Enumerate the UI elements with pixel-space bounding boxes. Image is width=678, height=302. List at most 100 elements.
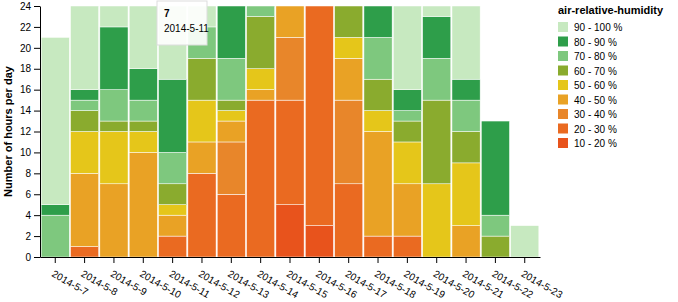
- bar-segment[interactable]: [247, 100, 275, 257]
- bar-segment[interactable]: [452, 100, 480, 131]
- bar-segment[interactable]: [71, 132, 99, 174]
- bar-segment[interactable]: [364, 6, 392, 7]
- bar-segment[interactable]: [364, 37, 392, 79]
- bar-segment[interactable]: [100, 6, 128, 27]
- bar-segment[interactable]: [276, 6, 304, 7]
- bar-segment[interactable]: [305, 6, 333, 226]
- bar-segment[interactable]: [71, 173, 99, 246]
- bar-segment[interactable]: [100, 27, 128, 90]
- legend-item[interactable]: 60 - 70 %: [558, 66, 617, 77]
- bar-segment[interactable]: [364, 236, 392, 257]
- bar-segment[interactable]: [335, 6, 363, 7]
- bar-segment[interactable]: [100, 121, 128, 131]
- bar-segment[interactable]: [159, 79, 187, 152]
- bar-segment[interactable]: [364, 79, 392, 110]
- bar-segment[interactable]: [305, 6, 333, 7]
- legend-item[interactable]: 10 - 20 %: [558, 138, 617, 149]
- bar-segment[interactable]: [41, 215, 69, 257]
- bar-segment[interactable]: [129, 132, 157, 153]
- bar-segment[interactable]: [335, 6, 363, 37]
- bar-segment[interactable]: [129, 121, 157, 131]
- bar-segment[interactable]: [217, 194, 245, 257]
- bar-segment[interactable]: [71, 6, 99, 90]
- bar-segment[interactable]: [159, 236, 187, 257]
- bar-segment[interactable]: [276, 6, 304, 7]
- bar-segment[interactable]: [276, 100, 304, 205]
- bar-segment[interactable]: [188, 100, 216, 142]
- bar-segment[interactable]: [217, 58, 245, 100]
- bar-segment[interactable]: [305, 6, 333, 7]
- bar-segment[interactable]: [305, 226, 333, 257]
- bar-segment[interactable]: [129, 152, 157, 257]
- bar-segment[interactable]: [423, 6, 451, 16]
- bar-segment[interactable]: [71, 90, 99, 100]
- bar-segment[interactable]: [71, 100, 99, 110]
- bar-segment[interactable]: [305, 6, 333, 7]
- bar-segment[interactable]: [393, 90, 421, 111]
- bar-segment[interactable]: [305, 6, 333, 7]
- bar-segment[interactable]: [452, 226, 480, 257]
- bar-segment[interactable]: [71, 111, 99, 132]
- bar-segment[interactable]: [276, 6, 304, 37]
- bar-segment[interactable]: [247, 69, 275, 90]
- bar-segment[interactable]: [276, 37, 304, 100]
- bar-segment[interactable]: [129, 100, 157, 121]
- bar-segment[interactable]: [335, 6, 363, 7]
- bar-segment[interactable]: [423, 58, 451, 100]
- bar-segment[interactable]: [71, 247, 99, 257]
- bar-segment[interactable]: [247, 6, 275, 7]
- bar-segment[interactable]: [159, 184, 187, 205]
- bar-segment[interactable]: [41, 37, 69, 204]
- bar-segment[interactable]: [217, 100, 245, 110]
- bar-segment[interactable]: [100, 132, 128, 184]
- bar-segment[interactable]: [423, 16, 451, 58]
- bar-segment[interactable]: [335, 100, 363, 184]
- bar-segment[interactable]: [305, 6, 333, 7]
- legend-item[interactable]: 30 - 40 %: [558, 109, 617, 120]
- bar-segment[interactable]: [393, 111, 421, 121]
- bar-segment[interactable]: [393, 6, 421, 90]
- legend-item[interactable]: 50 - 60 %: [558, 80, 617, 91]
- bar-segment[interactable]: [335, 37, 363, 58]
- bar-segment[interactable]: [481, 236, 509, 257]
- legend-item[interactable]: 20 - 30 %: [558, 124, 617, 135]
- bar-segment[interactable]: [188, 173, 216, 257]
- bar-segment[interactable]: [188, 142, 216, 173]
- bar-segment[interactable]: [452, 6, 480, 79]
- bar-segment[interactable]: [452, 132, 480, 163]
- bar-segment[interactable]: [159, 215, 187, 236]
- bar-segment[interactable]: [41, 205, 69, 215]
- bar-segment[interactable]: [217, 6, 245, 7]
- bar-segment[interactable]: [452, 163, 480, 226]
- bar-segment[interactable]: [247, 90, 275, 100]
- bar-segment[interactable]: [247, 6, 275, 7]
- bar-segment[interactable]: [100, 90, 128, 121]
- bar-segment[interactable]: [364, 132, 392, 237]
- bar-segment[interactable]: [364, 111, 392, 132]
- bar-segment[interactable]: [276, 205, 304, 257]
- bar-segment[interactable]: [129, 69, 157, 100]
- bar-segment[interactable]: [276, 6, 304, 7]
- bar-segment[interactable]: [481, 215, 509, 236]
- bar-segment[interactable]: [423, 184, 451, 257]
- bar-segment[interactable]: [159, 205, 187, 215]
- bar-segment[interactable]: [188, 58, 216, 100]
- bar-segment[interactable]: [481, 121, 509, 122]
- bar-segment[interactable]: [335, 184, 363, 257]
- bar-segment[interactable]: [393, 236, 421, 257]
- bar-segment[interactable]: [423, 100, 451, 184]
- bar-segment[interactable]: [305, 6, 333, 7]
- bar-segment[interactable]: [129, 6, 157, 69]
- bar-segment[interactable]: [276, 6, 304, 7]
- bar-segment[interactable]: [364, 6, 392, 37]
- bar-segment[interactable]: [452, 79, 480, 100]
- bar-segment[interactable]: [481, 121, 509, 215]
- bar-segment[interactable]: [217, 142, 245, 194]
- legend-item[interactable]: 70 - 80 %: [558, 51, 617, 62]
- bar-segment[interactable]: [247, 6, 275, 16]
- bar-segment[interactable]: [159, 152, 187, 183]
- bar-segment[interactable]: [393, 142, 421, 184]
- bar-segment[interactable]: [393, 121, 421, 142]
- bar-segment[interactable]: [217, 121, 245, 142]
- legend-item[interactable]: 40 - 50 %: [558, 95, 617, 106]
